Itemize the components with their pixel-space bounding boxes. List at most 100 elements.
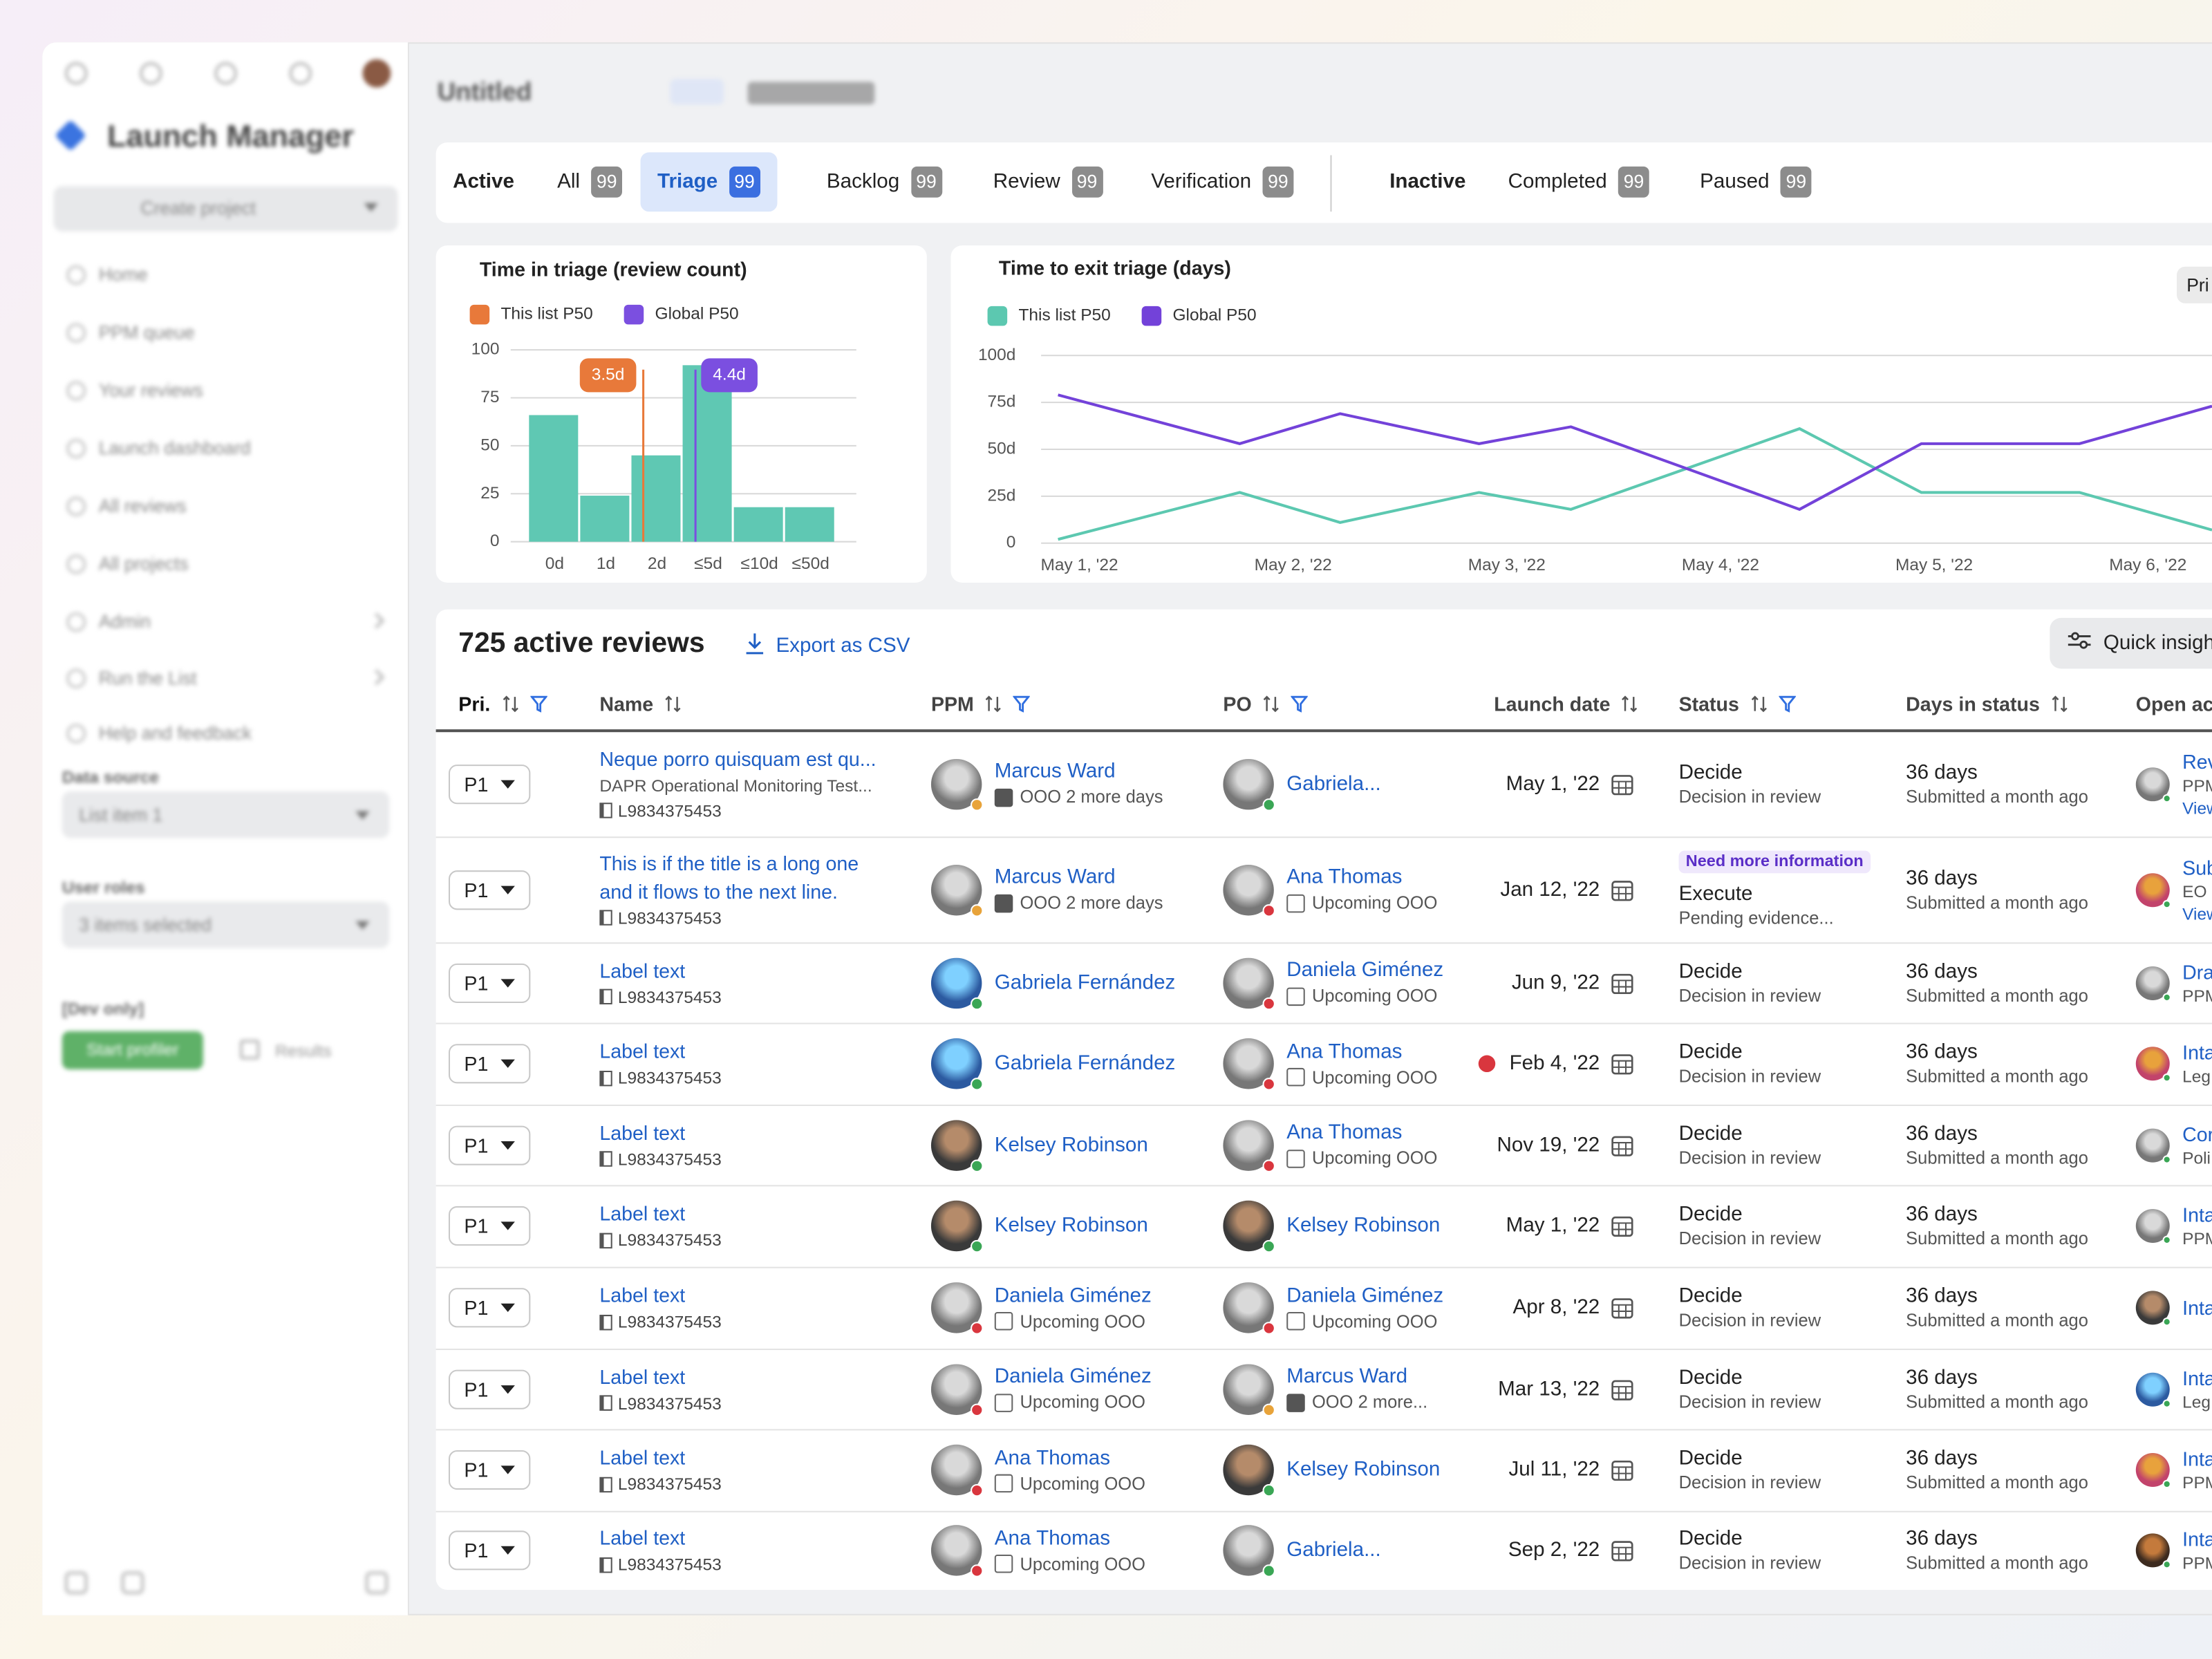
- action-title[interactable]: Inta: [2182, 1528, 2212, 1550]
- chart-title: Time in triage (review count): [480, 259, 747, 281]
- review-title[interactable]: Label text: [599, 1365, 686, 1388]
- tab[interactable]: Triage 99: [640, 152, 777, 212]
- y-tick-label: 100d: [978, 346, 1015, 364]
- profiler-button[interactable]: Start profiler: [62, 1031, 203, 1069]
- tab[interactable]: All 99: [557, 166, 623, 198]
- column-header[interactable]: Open act: [2136, 693, 2212, 715]
- person-name[interactable]: Kelsey Robinson: [994, 1133, 1148, 1156]
- person-name[interactable]: Marcus Ward: [994, 866, 1116, 889]
- avatar: [2135, 1291, 2171, 1327]
- column-header[interactable]: PO: [1223, 693, 1309, 715]
- nav-item[interactable]: Help and feedback: [98, 722, 252, 744]
- person-name[interactable]: Kelsey Robinson: [994, 1215, 1148, 1237]
- priority-select[interactable]: P1: [448, 1530, 531, 1571]
- footer-icon: [365, 1571, 388, 1595]
- nav-item[interactable]: Home: [98, 263, 148, 285]
- nav-item[interactable]: PPM queue: [98, 321, 195, 343]
- person-name[interactable]: Ana Thomas: [994, 1446, 1111, 1470]
- priority-select[interactable]: P1: [448, 1369, 531, 1409]
- action-title[interactable]: Inta: [2182, 1041, 2212, 1064]
- presence-dot: [2162, 1398, 2171, 1407]
- priority-select[interactable]: P1: [448, 1125, 531, 1165]
- priority-select[interactable]: P1: [448, 962, 531, 1002]
- person-name[interactable]: Gabriela Fernández: [994, 971, 1176, 994]
- person-name[interactable]: Gabriela...: [1286, 772, 1381, 795]
- tab[interactable]: Completed 99: [1508, 166, 1649, 198]
- column-header[interactable]: Name: [599, 693, 682, 715]
- create-button[interactable]: [53, 186, 398, 232]
- action-title[interactable]: Dra: [2182, 959, 2212, 983]
- filter-icon: [1779, 695, 1796, 713]
- nav-item[interactable]: Your reviews: [98, 379, 203, 401]
- priority-select[interactable]: P1: [448, 1288, 531, 1328]
- status-value: Execute: [1678, 883, 1753, 906]
- review-title[interactable]: Label text: [599, 1445, 686, 1469]
- person-name[interactable]: Marcus Ward: [1286, 1365, 1408, 1389]
- nav-item[interactable]: Admin: [98, 610, 151, 632]
- action-title[interactable]: Rev: [2182, 749, 2212, 773]
- action-link[interactable]: View: [2182, 903, 2212, 924]
- priority-select[interactable]: P1: [448, 1450, 531, 1490]
- insights-button[interactable]: Quick insigh: [2050, 617, 2212, 669]
- results-link[interactable]: Results: [274, 1041, 332, 1061]
- person-name[interactable]: Ana Thomas: [1286, 1040, 1403, 1063]
- priority-select[interactable]: P1: [448, 764, 531, 804]
- person-name[interactable]: Daniela Giménez: [994, 1284, 1152, 1307]
- review-title[interactable]: Label text: [599, 958, 686, 982]
- action-title[interactable]: Inta: [2182, 1203, 2212, 1226]
- action-title[interactable]: Sub: [2182, 855, 2212, 879]
- days-value: 36 days: [1906, 1366, 1978, 1389]
- person-name[interactable]: Daniela Giménez: [994, 1365, 1152, 1389]
- person-name[interactable]: Gabriela Fernández: [994, 1052, 1176, 1076]
- person-name[interactable]: Ana Thomas: [1286, 1121, 1403, 1145]
- priority-select[interactable]: P1: [448, 870, 531, 910]
- review-title[interactable]: This is if the title is a long one and i…: [599, 851, 859, 903]
- person-name[interactable]: Daniela Giménez: [1286, 959, 1444, 982]
- priority-select[interactable]: P1: [448, 1044, 531, 1084]
- tab-divider: [1330, 155, 1332, 212]
- tab[interactable]: Backlog 99: [827, 166, 942, 198]
- person-name[interactable]: Daniela Giménez: [1286, 1284, 1444, 1307]
- column-header[interactable]: Days in status: [1906, 693, 2068, 715]
- marker-label: 3.5d: [592, 365, 625, 384]
- action-link[interactable]: View: [2182, 798, 2212, 818]
- column-header[interactable]: Pri.: [458, 693, 547, 715]
- tab[interactable]: Verification 99: [1151, 166, 1294, 198]
- avatar: [930, 1119, 984, 1172]
- review-id-text: L9834375453: [617, 1067, 722, 1088]
- select-box[interactable]: [62, 791, 390, 838]
- action-title[interactable]: Inta: [2182, 1366, 2212, 1389]
- review-title[interactable]: Label text: [599, 1284, 686, 1306]
- review-title[interactable]: Neque porro quisquam est qu...: [599, 747, 877, 770]
- action-cell: Cor Poli: [2135, 1105, 2212, 1185]
- select-box[interactable]: [62, 901, 390, 948]
- nav-item[interactable]: All reviews: [98, 495, 187, 516]
- action-note: Leg: [2182, 1066, 2211, 1087]
- person-name[interactable]: Kelsey Robinson: [1286, 1215, 1441, 1237]
- column-header[interactable]: Launch date: [1494, 693, 1638, 715]
- nav-item[interactable]: Launch dashboard: [98, 437, 251, 459]
- column-header[interactable]: Status: [1679, 693, 1796, 715]
- column-header[interactable]: PPM: [931, 693, 1031, 715]
- tab[interactable]: Paused 99: [1700, 166, 1812, 198]
- sort-icon: [1622, 695, 1638, 713]
- action-title[interactable]: Inta: [2182, 1296, 2212, 1320]
- review-title[interactable]: Label text: [599, 1121, 686, 1144]
- person-name[interactable]: Kelsey Robinson: [1286, 1459, 1441, 1481]
- review-title[interactable]: Label text: [599, 1201, 686, 1225]
- review-title[interactable]: Label text: [599, 1526, 686, 1549]
- person-name[interactable]: Ana Thomas: [1286, 866, 1403, 889]
- nav-item[interactable]: All projects: [98, 552, 189, 574]
- tab[interactable]: Review 99: [993, 166, 1103, 198]
- nav-item[interactable]: Run the List: [98, 667, 197, 688]
- filter-icon: [1291, 695, 1309, 713]
- person-name[interactable]: Ana Thomas: [994, 1527, 1111, 1550]
- review-title[interactable]: Label text: [599, 1040, 686, 1062]
- action-title[interactable]: Cor: [2182, 1122, 2212, 1145]
- person-name[interactable]: Marcus Ward: [994, 760, 1116, 783]
- days-value: 36 days: [1906, 1447, 1978, 1470]
- export-button[interactable]: Export as CSV: [745, 632, 910, 660]
- action-title[interactable]: Inta: [2182, 1447, 2212, 1470]
- priority-select[interactable]: P1: [448, 1206, 531, 1246]
- person-name[interactable]: Gabriela...: [1286, 1539, 1381, 1562]
